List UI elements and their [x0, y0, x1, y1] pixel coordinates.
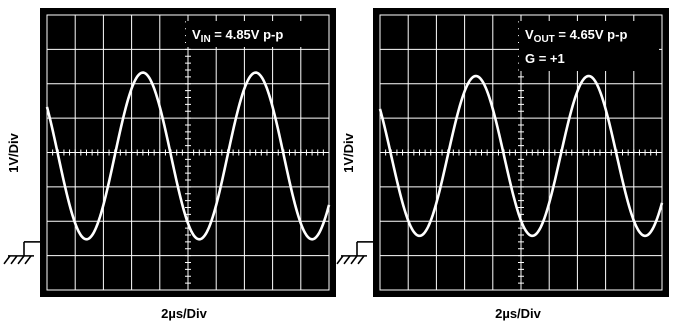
x-axis-label: 2µs/Div [161, 306, 208, 321]
y-axis-label: 1V/Div [6, 132, 21, 173]
graticule [379, 14, 663, 291]
scope-panel-vout: VOUT = 4.65V p-p G = +1 1V/Div 2µs/Div [336, 8, 669, 321]
annotation-box [186, 21, 326, 47]
waveform-trace [378, 74, 664, 238]
amplitude-annotation: VIN = 4.85V p-p [192, 27, 283, 45]
amplitude-annotation: VOUT = 4.65V p-p [525, 27, 627, 45]
gain-annotation: G = +1 [525, 51, 565, 66]
y-axis-label: 1V/Div [341, 132, 356, 173]
ground-icon [336, 241, 373, 265]
scope-panel-vin: VIN = 4.85V p-p 1V/Div 2µs/Div [3, 8, 336, 321]
annotation-box [519, 21, 659, 71]
ground-icon [3, 241, 40, 265]
x-axis-label: 2µs/Div [495, 306, 542, 321]
waveform-trace [45, 71, 331, 241]
